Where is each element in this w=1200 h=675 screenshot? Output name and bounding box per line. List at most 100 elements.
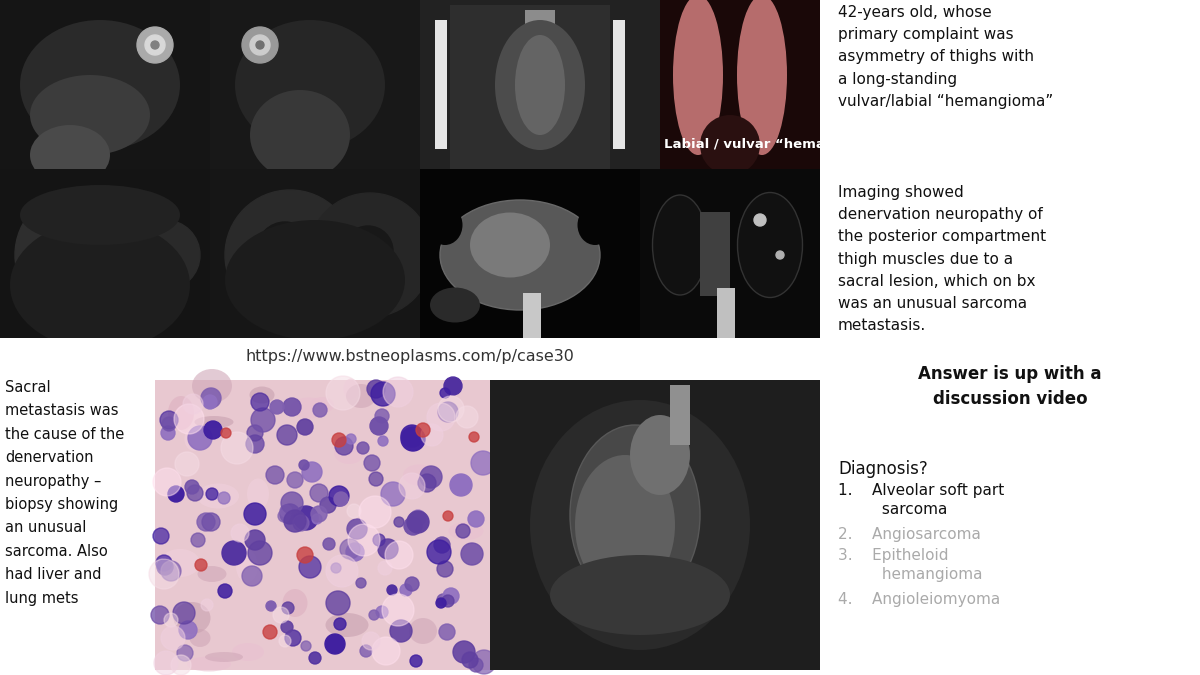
Circle shape xyxy=(438,402,458,422)
Ellipse shape xyxy=(290,398,328,418)
Circle shape xyxy=(360,645,372,657)
Circle shape xyxy=(154,528,169,544)
Circle shape xyxy=(294,506,318,530)
Circle shape xyxy=(154,651,178,675)
Circle shape xyxy=(323,538,335,550)
Ellipse shape xyxy=(197,483,239,508)
Circle shape xyxy=(468,511,484,527)
Text: https://www.bstneoplasms.com/p/case30: https://www.bstneoplasms.com/p/case30 xyxy=(246,349,575,364)
Circle shape xyxy=(164,613,178,627)
Circle shape xyxy=(270,400,284,414)
Text: Imaging showed
denervation neuropathy of
the posterior compartment
thigh muscles: Imaging showed denervation neuropathy of… xyxy=(838,185,1046,333)
Circle shape xyxy=(347,519,367,539)
Bar xyxy=(718,288,734,338)
Circle shape xyxy=(421,424,443,446)
Circle shape xyxy=(461,543,482,565)
Circle shape xyxy=(149,559,179,589)
Circle shape xyxy=(202,513,220,531)
Circle shape xyxy=(420,466,442,488)
Ellipse shape xyxy=(427,205,462,245)
Circle shape xyxy=(197,513,215,531)
Circle shape xyxy=(434,537,450,553)
Circle shape xyxy=(174,404,204,434)
Circle shape xyxy=(410,510,426,526)
Circle shape xyxy=(443,588,458,604)
Ellipse shape xyxy=(440,200,600,310)
Text: Diagnosis?: Diagnosis? xyxy=(838,460,928,478)
Circle shape xyxy=(283,398,301,416)
Circle shape xyxy=(299,460,310,470)
Circle shape xyxy=(436,598,446,608)
Bar xyxy=(0,0,210,169)
Ellipse shape xyxy=(160,549,200,577)
Circle shape xyxy=(178,645,193,661)
Circle shape xyxy=(472,650,496,674)
Ellipse shape xyxy=(250,387,275,404)
Bar xyxy=(155,380,490,670)
Circle shape xyxy=(248,541,272,565)
Ellipse shape xyxy=(310,397,334,413)
Circle shape xyxy=(410,655,422,667)
Ellipse shape xyxy=(403,464,436,485)
Circle shape xyxy=(244,503,266,525)
Circle shape xyxy=(401,427,425,451)
Circle shape xyxy=(194,559,208,571)
Ellipse shape xyxy=(232,643,264,661)
Circle shape xyxy=(326,591,350,615)
Ellipse shape xyxy=(577,205,612,245)
Circle shape xyxy=(175,452,199,476)
Circle shape xyxy=(444,377,462,395)
Ellipse shape xyxy=(198,566,227,582)
Circle shape xyxy=(456,524,470,538)
Circle shape xyxy=(450,474,472,496)
Circle shape xyxy=(271,236,299,264)
Circle shape xyxy=(358,442,370,454)
Bar xyxy=(0,338,820,375)
Circle shape xyxy=(281,492,302,514)
Ellipse shape xyxy=(738,192,803,298)
Ellipse shape xyxy=(226,220,406,340)
Ellipse shape xyxy=(470,213,550,277)
Circle shape xyxy=(334,618,346,630)
Bar xyxy=(700,212,730,296)
Circle shape xyxy=(378,436,388,446)
Circle shape xyxy=(251,408,275,432)
Circle shape xyxy=(130,220,200,290)
Text: Answer is up with a
discussion video: Answer is up with a discussion video xyxy=(918,365,1102,408)
Circle shape xyxy=(370,417,388,435)
Bar xyxy=(640,169,820,338)
Circle shape xyxy=(60,235,90,265)
Ellipse shape xyxy=(30,125,110,185)
Circle shape xyxy=(332,433,346,447)
Circle shape xyxy=(335,437,353,455)
Circle shape xyxy=(329,486,349,506)
Text: 4.    Angioleiomyoma: 4. Angioleiomyoma xyxy=(838,592,1001,607)
Ellipse shape xyxy=(20,20,180,150)
Circle shape xyxy=(427,403,455,431)
Circle shape xyxy=(438,396,464,422)
Circle shape xyxy=(326,376,360,410)
Ellipse shape xyxy=(530,400,750,650)
Ellipse shape xyxy=(409,618,437,644)
Text: 42-years old, whose
primary complaint was
asymmetry of thighs with
a long-standi: 42-years old, whose primary complaint wa… xyxy=(838,5,1054,109)
Bar xyxy=(436,20,446,149)
Circle shape xyxy=(400,584,412,596)
Circle shape xyxy=(362,632,380,650)
Circle shape xyxy=(313,403,326,417)
Circle shape xyxy=(386,585,397,595)
Ellipse shape xyxy=(575,455,674,595)
Circle shape xyxy=(161,426,175,440)
Ellipse shape xyxy=(496,20,586,150)
Circle shape xyxy=(383,377,413,407)
Ellipse shape xyxy=(737,0,787,155)
Ellipse shape xyxy=(205,652,242,662)
Circle shape xyxy=(278,510,290,522)
Ellipse shape xyxy=(247,479,269,510)
Bar xyxy=(670,385,690,445)
Circle shape xyxy=(204,421,222,439)
Circle shape xyxy=(437,594,449,606)
Circle shape xyxy=(308,193,432,317)
Circle shape xyxy=(356,239,380,263)
Circle shape xyxy=(356,578,366,588)
Ellipse shape xyxy=(334,442,364,464)
